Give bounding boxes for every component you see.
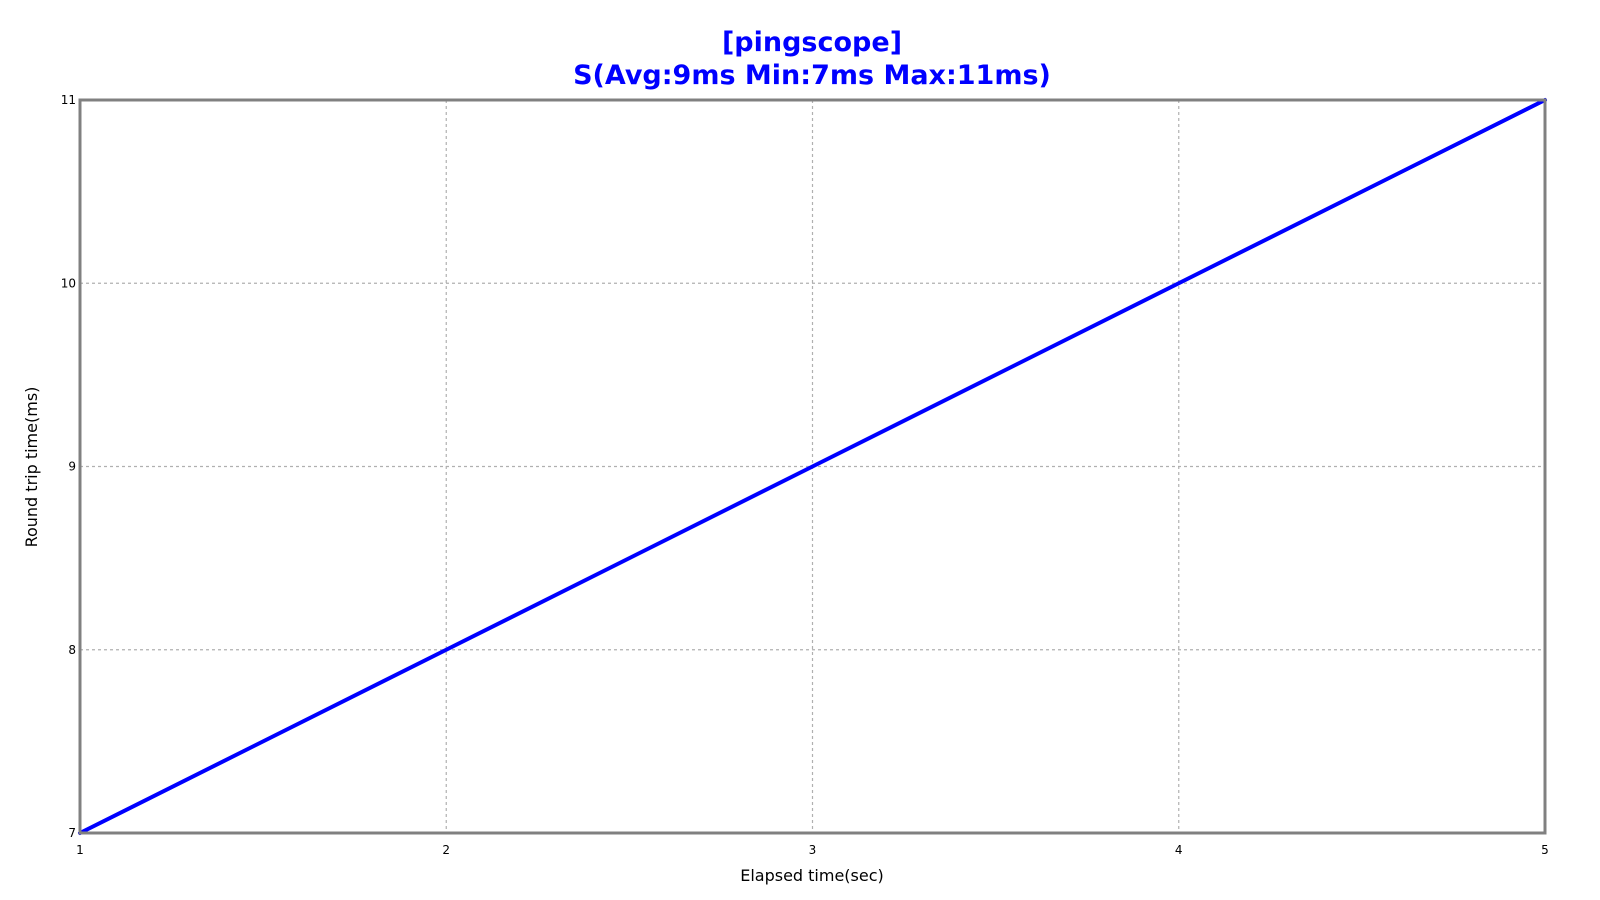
x-tick-label: 3 <box>809 843 817 857</box>
y-tick-label: 10 <box>61 276 76 290</box>
x-tick-label: 1 <box>76 843 84 857</box>
x-tick-label: 5 <box>1541 843 1549 857</box>
x-tick-label: 4 <box>1175 843 1183 857</box>
y-tick-label: 11 <box>61 93 76 107</box>
series-line <box>78 98 1547 835</box>
y-tick-label: 7 <box>68 826 76 840</box>
x-tick-label: 2 <box>442 843 450 857</box>
series-layer <box>78 98 1547 835</box>
y-tick-label: 9 <box>68 460 76 474</box>
chart-subtitle: S(Avg:9ms Min:7ms Max:11ms) <box>573 60 1051 91</box>
chart-title: [pingscope] <box>722 27 902 58</box>
y-axis-label: Round trip time(ms) <box>22 387 41 548</box>
plot-frame <box>78 98 1547 835</box>
y-tick-label: 8 <box>68 643 76 657</box>
x-axis-label: Elapsed time(sec) <box>740 866 884 885</box>
tick-labels: 1 2 3 4 5 7 8 9 10 11 <box>61 93 1549 857</box>
